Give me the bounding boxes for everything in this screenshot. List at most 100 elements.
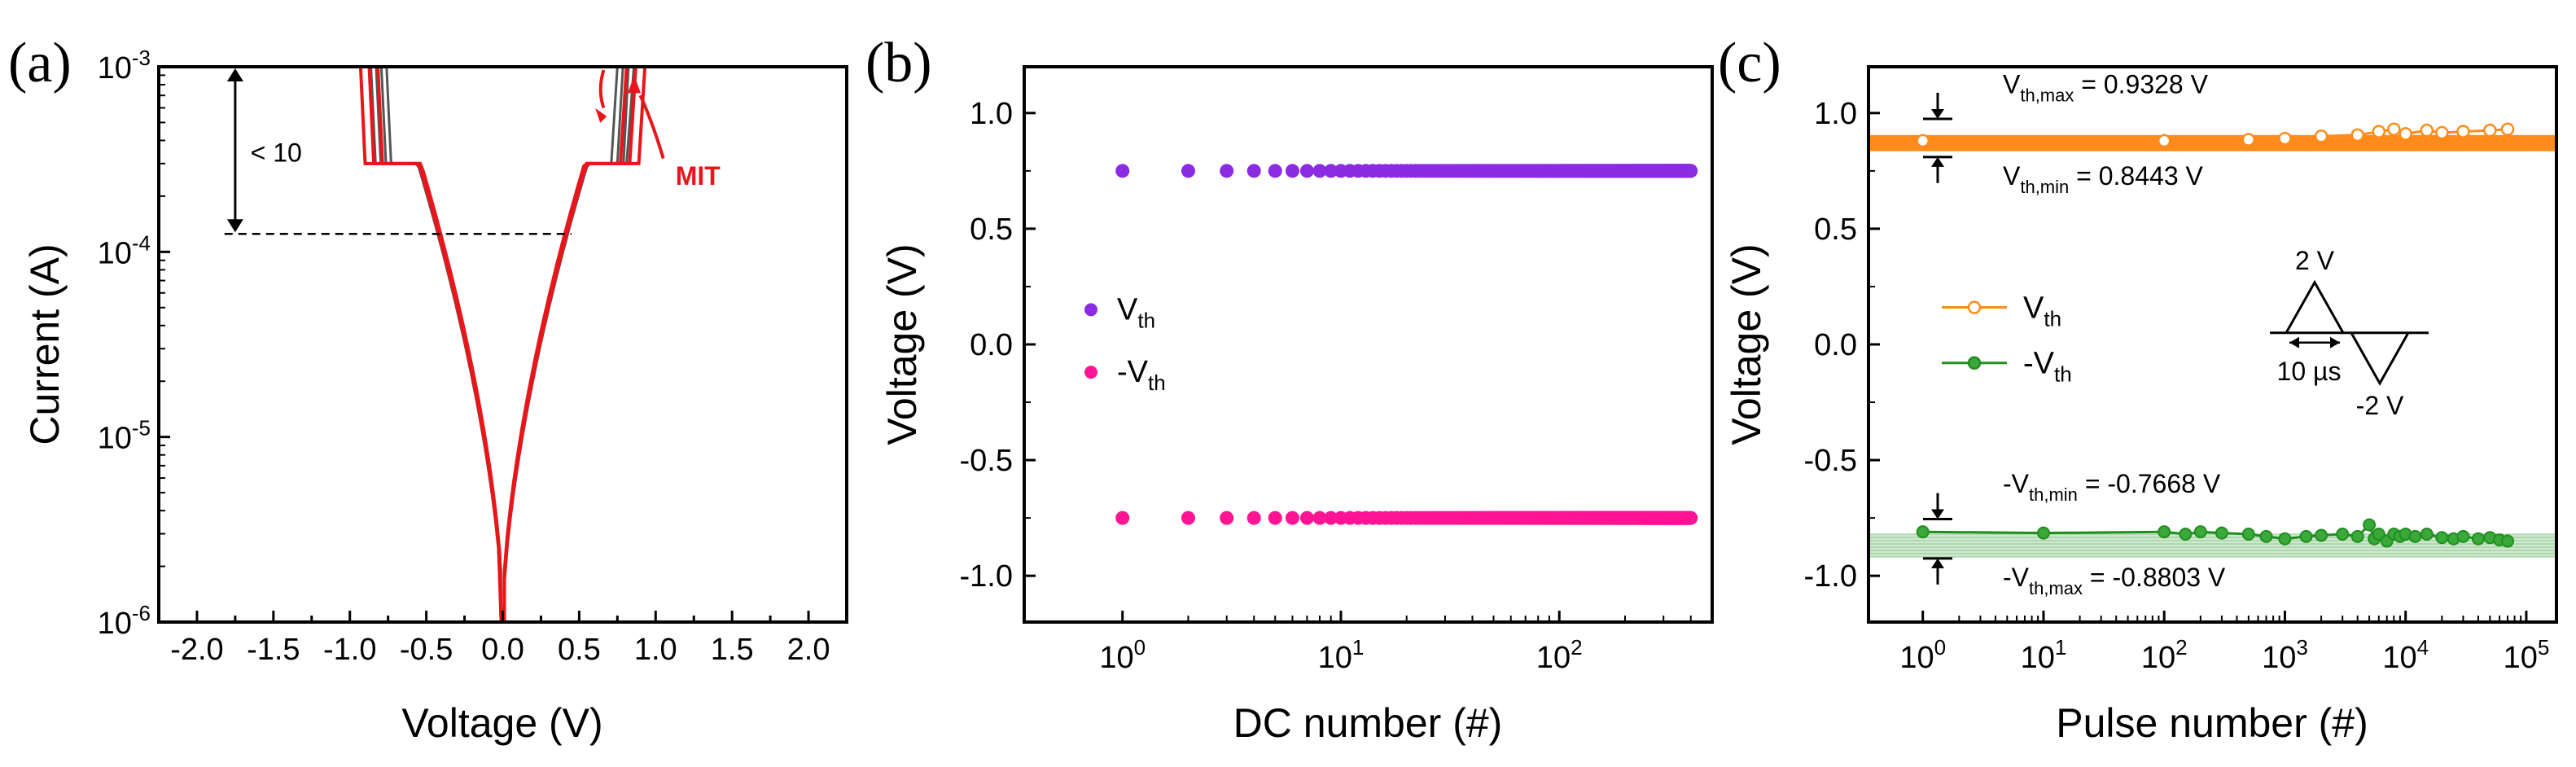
nvmin-arrow-head [1931,509,1944,519]
x-tick-label: 100 [1899,635,1946,675]
return-arrow [598,69,606,109]
legend-marker [1084,303,1097,317]
x-tick-label-base: 10 [1899,641,1934,675]
dc-point-neg-vth [1285,511,1299,525]
vmin-arrow-head [1931,156,1944,167]
x-tick-label-exp: 5 [2538,635,2549,660]
y-tick-label: 10-5 [98,416,151,456]
neg-vth-point [2241,528,2255,541]
nvmin-label-post: = -0.7668 V [2078,469,2221,498]
nvmin-label: -Vth,min = -0.7668 V [2003,469,2221,505]
panel-b-xlabel: DC number (#) [1233,700,1503,746]
panel-b-letter: (b) [865,32,932,94]
y-tick-label: -0.5 [1804,444,1857,478]
panel-a-ylabel: Current (A) [22,243,68,445]
pulse-width-arrow-left [2289,336,2299,348]
x-tick-label: 103 [2262,635,2308,675]
x-tick-label: 101 [2021,635,2067,675]
neg-vth-point [1916,525,1930,539]
x-tick-label-base: 10 [2504,641,2538,675]
legend-marker [1967,356,1982,370]
neg-vth-point [2299,529,2313,543]
x-tick-label-base: 10 [2382,641,2416,675]
dc-point-neg-vth [1246,511,1261,525]
x-tick-label: 105 [2504,635,2550,675]
ratio-label: < 10 [251,138,302,168]
vth-point [2372,125,2386,138]
nvmax-label-sub: th,max [2029,578,2083,598]
x-tick-label-exp: 2 [2175,635,2187,660]
y-tick-label: 0.5 [1814,213,1857,247]
y-tick-label: 0.5 [970,213,1013,247]
mit-arrow-head [627,75,641,94]
vth-point [2157,134,2171,148]
legend-label: -Vth [2023,347,2072,387]
vmin-label: Vth,min = 0.8443 V [2003,161,2204,197]
neg-vth-point [2500,534,2514,548]
legend-label-sub: th [2054,362,2072,387]
y-tick-label: 1.0 [1814,97,1857,131]
legend-label-sub: th [2044,307,2061,331]
panel-b: (b) Vth-Vth 100 101 102 -1.0-0.50.00.51.0 … [865,32,1714,746]
mit-label: MIT [676,161,721,191]
x-tick-label-exp: 0 [1934,635,1946,660]
vth-point [2314,129,2328,143]
x-tick-label: 1.0 [634,633,677,667]
panel-c-series [1870,122,2555,558]
panel-b-points [1115,164,1698,525]
legend-label-sub: th [1137,308,1155,332]
x-tick-label: 100 [1099,635,1146,675]
y-tick-label: 10-6 [98,601,151,641]
neg-vth-point [2363,518,2377,532]
y-tick-label: 10-4 [98,230,151,270]
x-tick-label: 101 [1318,635,1365,675]
x-tick-label: 102 [1536,635,1583,675]
vth-point [2278,131,2292,146]
x-tick-label: 2.0 [787,633,830,667]
vth-point [2241,133,2256,147]
dc-point-vth [1268,164,1282,178]
panel-c-x-ticks: 100 101 102 103 104 105 [1899,611,2549,675]
y-tick-label: 0.0 [970,328,1013,362]
y-tick-label-base: 10 [98,607,132,641]
x-tick-label-base: 10 [2262,641,2296,675]
panel-c-letter: (c) [1718,32,1781,94]
legend-marker [1084,366,1097,379]
dc-point-neg-vth [1115,511,1130,525]
y-tick-label-base: 10 [98,236,132,270]
legend-label: -Vth [1117,355,1166,395]
x-tick-label-base: 10 [2021,641,2055,675]
dc-point-neg-vth [1220,511,1234,525]
legend-label: Vth [2023,291,2061,331]
y-tick-label: -1.0 [960,559,1013,594]
vth-point [2456,125,2470,138]
pulse-width-label: 10 µs [2277,357,2342,386]
nvmin-label-sub: th,min [2029,484,2078,505]
pulse-low-label: -2 V [2356,391,2404,420]
vth-band [1870,134,2555,151]
dc-point-neg-vth [1268,511,1282,525]
pulse-negative [2350,332,2410,386]
panel-a-letter: (a) [8,32,72,94]
neg-vth-point [2350,529,2364,543]
panel-a-x-ticks: -2.0 -1.5 -1.0 -0.5 0.0 0.5 1.0 1.5 2.0 [170,611,830,667]
dc-point-vth [1684,164,1698,178]
y-tick-label-base: 10 [98,422,132,456]
x-tick-label: 0.0 [481,633,524,667]
x-tick-label: 0.5 [558,633,601,667]
pulse-high-label: 2 V [2295,246,2335,275]
y-tick-label: -1.0 [1804,559,1857,594]
panel-b-x-ticks: 100 101 102 [1099,611,1713,675]
x-tick-label-exp: 0 [1134,635,1146,660]
mit-arrow [638,94,665,160]
ratio-arrow-head-top [226,68,243,81]
panel-a-annotations: < 10 MIT [224,65,721,235]
legend-label-main: V [1117,292,1138,327]
neg-vth-point [2259,529,2273,543]
dc-point-vth [1285,164,1299,178]
vmax-arrow-head [1931,108,1944,119]
neg-vth-point [2408,529,2422,543]
vmin-label-post: = 0.8443 V [2069,161,2203,191]
